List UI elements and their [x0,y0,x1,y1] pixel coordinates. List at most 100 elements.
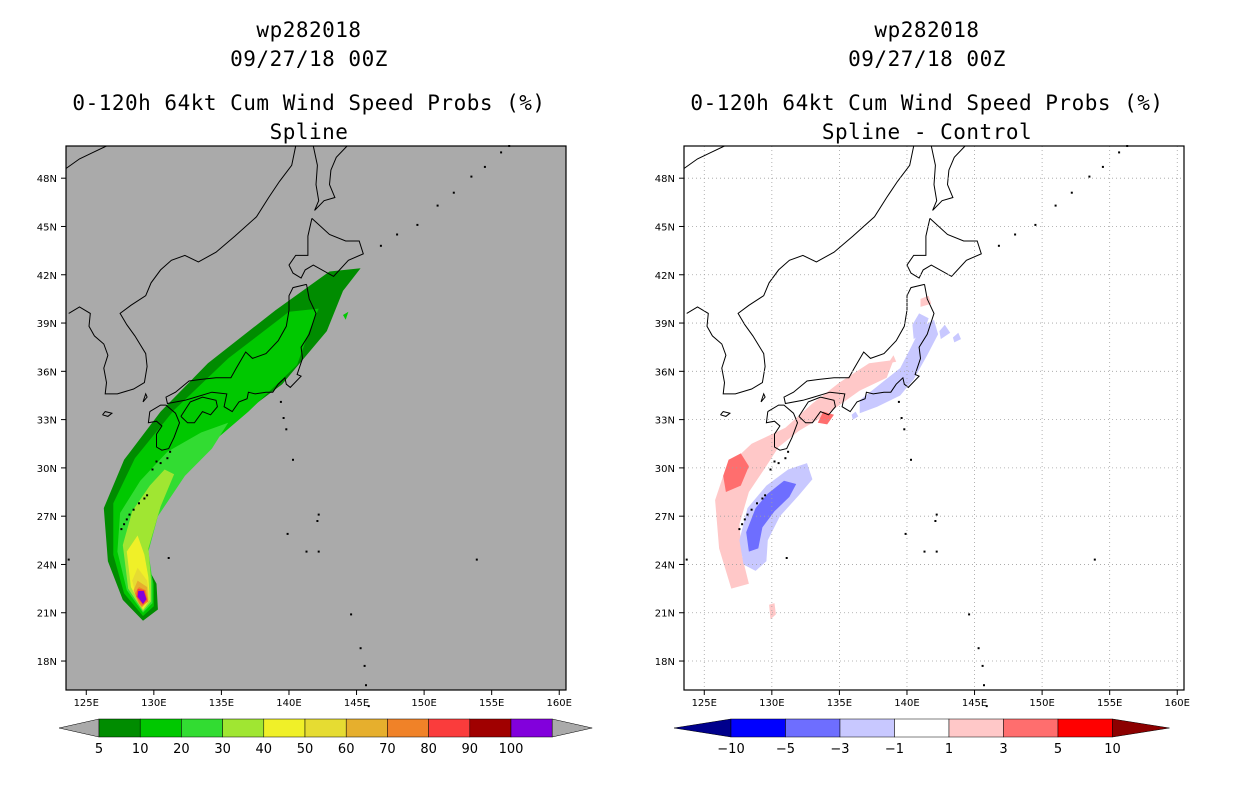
y-tick-label: 39N [655,319,675,330]
colorbar-segment [428,718,471,738]
colorbar-segment [387,718,429,738]
colorbar-segment [181,718,223,738]
storm-id: wp282018 [256,18,362,42]
y-tick-label: 45N [37,222,57,233]
y-tick-label: 36N [655,367,675,378]
colorbar-segment [894,718,950,738]
colorbar-segment [469,718,512,738]
coastline [683,145,1129,708]
x-tick-label: 150E [1029,698,1054,709]
x-tick-label: 125E [74,698,99,709]
colorbar-label: −3 [830,742,849,757]
colorbar-label: 100 [499,742,524,757]
x-tick-label: 155E [1097,698,1122,709]
colorbar-end-high [1112,718,1170,738]
colorbar-segment [139,718,182,738]
y-tick-label: 48N [655,174,675,185]
colorbar-segment [785,718,841,738]
colorbar-segment [263,718,306,738]
colorbar-segment [345,718,388,738]
y-tick-label: 30N [655,464,675,475]
colorbar-label: −5 [776,742,795,757]
colorbar-label: 10 [1104,742,1121,757]
y-tick-label: 48N [37,174,57,185]
colorbar-label: 90 [462,742,479,757]
difference-contours [715,295,961,620]
x-tick-label: 155E [479,698,504,709]
panel-subtitle: Spline - Control [821,120,1033,144]
colorbar-label: 1 [945,742,953,757]
x-tick-label: 145E [962,698,987,709]
x-tick-label: 140E [894,698,919,709]
colorbar-label: 3 [999,742,1007,757]
coastline [65,145,511,708]
x-tick-label: 125E [692,698,717,709]
map-frame [683,145,1185,691]
colorbar-segment [1057,718,1113,738]
y-tick-label: 24N [655,560,675,571]
y-tick-label: 27N [37,512,57,523]
y-tick-label: 18N [37,657,57,668]
y-tick-label: 33N [655,416,675,427]
colorbar-label: −10 [717,742,744,757]
colorbar-label: 80 [420,742,437,757]
colorbar-label: 40 [256,742,273,757]
colorbar-end-low [673,718,732,738]
colorbar-segment [222,718,265,738]
probability-swath [103,268,361,621]
y-tick-label: 21N [37,609,57,620]
product-title: 0-120h 64kt Cum Wind Speed Probs (%) [690,91,1164,115]
colorbar-label: −1 [885,742,904,757]
x-tick-label: 135E [827,698,852,709]
x-tick-label: 145E [344,698,369,709]
colorbar-label: 5 [1054,742,1062,757]
panel-subtitle: Spline [269,120,349,144]
difference-panel: wp282018 09/27/18 00Z 0-120h 64kt Cum Wi… [618,0,1236,800]
x-tick-label: 160E [1165,698,1190,709]
colorbar-label: 10 [132,742,149,757]
x-tick-label: 135E [209,698,234,709]
x-tick-label: 150E [411,698,436,709]
spline-panel: wp282018 09/27/18 00Z 0-120h 64kt Cum Wi… [37,18,593,757]
colorbar-segment [839,718,895,738]
y-tick-label: 42N [37,271,57,282]
y-tick-label: 24N [37,560,57,571]
y-tick-label: 42N [655,271,675,282]
y-tick-label: 33N [37,416,57,427]
colorbar-label: 5 [95,742,103,757]
colorbar-segment [1003,718,1059,738]
colorbar-segment [304,718,347,738]
colorbar-segment [98,718,141,738]
y-tick-label: 45N [655,222,675,233]
y-tick-label: 21N [655,609,675,620]
colorbar-label: 30 [214,742,231,757]
colorbar-segment [730,718,786,738]
x-tick-label: 160E [547,698,572,709]
x-tick-label: 130E [141,698,166,709]
spline-map-svg: 125E 130E 135E 140E 145E 150E 155E 160E 48N 45N 42… [37,145,593,757]
storm-id: wp282018 [874,18,980,42]
y-tick-label: 27N [655,512,675,523]
map-frame [65,145,567,691]
colorbar: 5 10 20 30 40 50 60 70 80 90 100 [58,718,593,757]
colorbar-segment [948,718,1004,738]
product-title: 0-120h 64kt Cum Wind Speed Probs (%) [72,91,546,115]
x-tick-label: 130E [759,698,784,709]
x-tick-label: 140E [276,698,301,709]
init-time: 09/27/18 00Z [848,47,1006,71]
y-tick-label: 36N [37,367,57,378]
y-tick-label: 18N [655,657,675,668]
init-time: 09/27/18 00Z [230,47,388,71]
colorbar-label: 70 [379,742,396,757]
colorbar-segment [510,718,553,738]
y-tick-label: 30N [37,464,57,475]
gridlines [684,146,1184,690]
colorbar-end-low [58,718,100,738]
colorbar-label: 60 [338,742,355,757]
colorbar: −10 −5 −3 −1 1 3 5 10 [673,718,1170,757]
colorbar-label: 20 [173,742,190,757]
colorbar-label: 50 [297,742,314,757]
colorbar-end-high [551,718,593,738]
difference-map-svg: 125E 130E 135E 140E 145E 150E 155E 160E 48N 45N 42… [655,145,1190,757]
y-tick-label: 39N [37,319,57,330]
